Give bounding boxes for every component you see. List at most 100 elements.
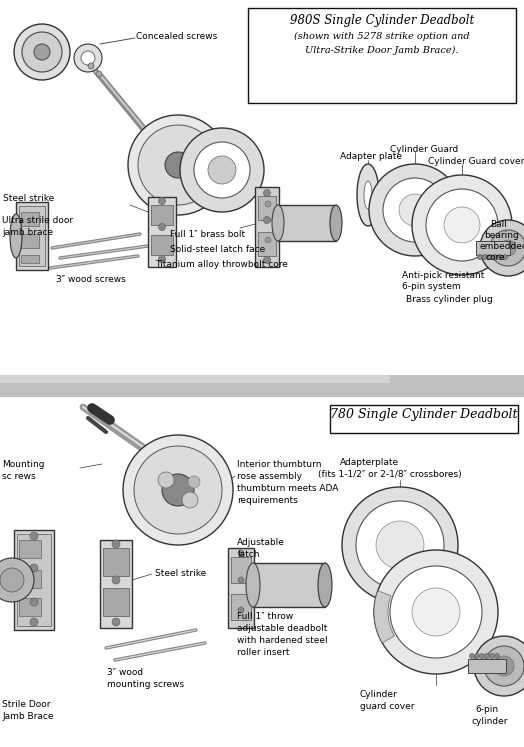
Bar: [476, 241, 510, 255]
Circle shape: [356, 501, 444, 589]
Bar: [258, 232, 276, 256]
Bar: [330, 405, 518, 433]
Circle shape: [475, 654, 479, 659]
Text: Solid-steel latch face: Solid-steel latch face: [170, 245, 265, 254]
Text: (shown with 5278 strike option and: (shown with 5278 strike option and: [294, 32, 470, 41]
Circle shape: [495, 654, 499, 659]
Bar: [231, 557, 251, 583]
Bar: [19, 540, 41, 558]
Circle shape: [264, 217, 270, 223]
Circle shape: [14, 24, 70, 80]
Text: Full 1″ brass bolt: Full 1″ brass bolt: [170, 230, 245, 239]
Text: cylinder: cylinder: [472, 717, 508, 726]
Circle shape: [374, 550, 498, 674]
Text: Cylinder Guard cover: Cylinder Guard cover: [428, 157, 524, 166]
Text: core: core: [486, 253, 506, 262]
Ellipse shape: [357, 164, 379, 226]
Circle shape: [265, 201, 271, 207]
Circle shape: [503, 255, 508, 259]
Ellipse shape: [318, 563, 332, 607]
Circle shape: [0, 568, 24, 592]
Circle shape: [480, 220, 524, 276]
Circle shape: [138, 125, 218, 205]
Bar: [17, 534, 51, 626]
Circle shape: [412, 588, 460, 636]
Circle shape: [88, 63, 94, 69]
Circle shape: [182, 492, 198, 508]
Circle shape: [30, 618, 38, 626]
Circle shape: [490, 230, 524, 266]
Ellipse shape: [272, 205, 284, 241]
Circle shape: [342, 487, 458, 603]
Bar: [248, 8, 516, 103]
Bar: [253, 563, 325, 607]
Circle shape: [0, 558, 34, 602]
Bar: [19, 570, 41, 588]
Text: Cylinder: Cylinder: [360, 690, 398, 699]
Circle shape: [489, 654, 495, 659]
Text: thumbturn meets ADA: thumbturn meets ADA: [237, 484, 339, 493]
Circle shape: [265, 237, 271, 243]
Circle shape: [158, 255, 166, 262]
Bar: [151, 235, 173, 255]
Circle shape: [497, 255, 503, 259]
Text: Steel strike: Steel strike: [155, 569, 206, 578]
Bar: [103, 588, 129, 616]
Circle shape: [81, 51, 95, 65]
Text: Adjustable: Adjustable: [237, 538, 285, 547]
Circle shape: [22, 32, 62, 72]
Bar: [19, 206, 45, 266]
Text: 3″ wood screws: 3″ wood screws: [56, 275, 126, 284]
Circle shape: [494, 656, 514, 676]
Bar: [14, 530, 54, 630]
Circle shape: [479, 654, 485, 659]
Text: Full 1″ throw: Full 1″ throw: [237, 612, 293, 621]
Circle shape: [158, 472, 174, 488]
Text: Concealed screws: Concealed screws: [136, 32, 217, 41]
Bar: [0, 375, 390, 383]
Circle shape: [483, 255, 487, 259]
Text: Ultra strile door: Ultra strile door: [2, 216, 73, 225]
Bar: [21, 234, 39, 248]
Text: Cylinder Guard: Cylinder Guard: [390, 145, 458, 154]
Circle shape: [30, 532, 38, 540]
Circle shape: [208, 156, 236, 184]
Wedge shape: [374, 591, 395, 643]
Circle shape: [426, 189, 498, 261]
Circle shape: [180, 128, 264, 212]
Bar: [151, 205, 173, 225]
Circle shape: [493, 255, 497, 259]
Ellipse shape: [10, 214, 22, 258]
Bar: [21, 212, 39, 226]
Circle shape: [264, 190, 270, 196]
Circle shape: [487, 255, 493, 259]
Text: (fits 1-1/2″ or 2-1/8″ crossbores): (fits 1-1/2″ or 2-1/8″ crossbores): [318, 470, 462, 479]
Bar: [148, 197, 176, 267]
Text: sc rews: sc rews: [2, 472, 36, 481]
Text: Adapterplate: Adapterplate: [340, 458, 399, 467]
Circle shape: [474, 636, 524, 696]
Circle shape: [383, 178, 447, 242]
Text: guard cover: guard cover: [360, 702, 414, 711]
Ellipse shape: [246, 563, 260, 607]
Text: bearing: bearing: [484, 231, 519, 240]
Bar: [258, 196, 276, 220]
Circle shape: [477, 255, 483, 259]
Bar: [19, 598, 41, 616]
Text: adjustable deadbolt: adjustable deadbolt: [237, 624, 328, 633]
Text: Adapter plate: Adapter plate: [340, 152, 402, 161]
Circle shape: [74, 44, 102, 72]
Circle shape: [264, 256, 270, 264]
Circle shape: [34, 44, 50, 60]
Text: Steel strike: Steel strike: [3, 194, 54, 203]
Circle shape: [500, 240, 516, 256]
Bar: [0, 375, 524, 397]
Text: latch: latch: [237, 550, 259, 559]
Circle shape: [123, 435, 233, 545]
Bar: [255, 187, 279, 267]
Ellipse shape: [364, 181, 372, 209]
Text: 780 Single Cylinder Deadbolt: 780 Single Cylinder Deadbolt: [330, 408, 518, 421]
Circle shape: [112, 540, 120, 548]
Circle shape: [158, 223, 166, 231]
Circle shape: [238, 577, 244, 583]
